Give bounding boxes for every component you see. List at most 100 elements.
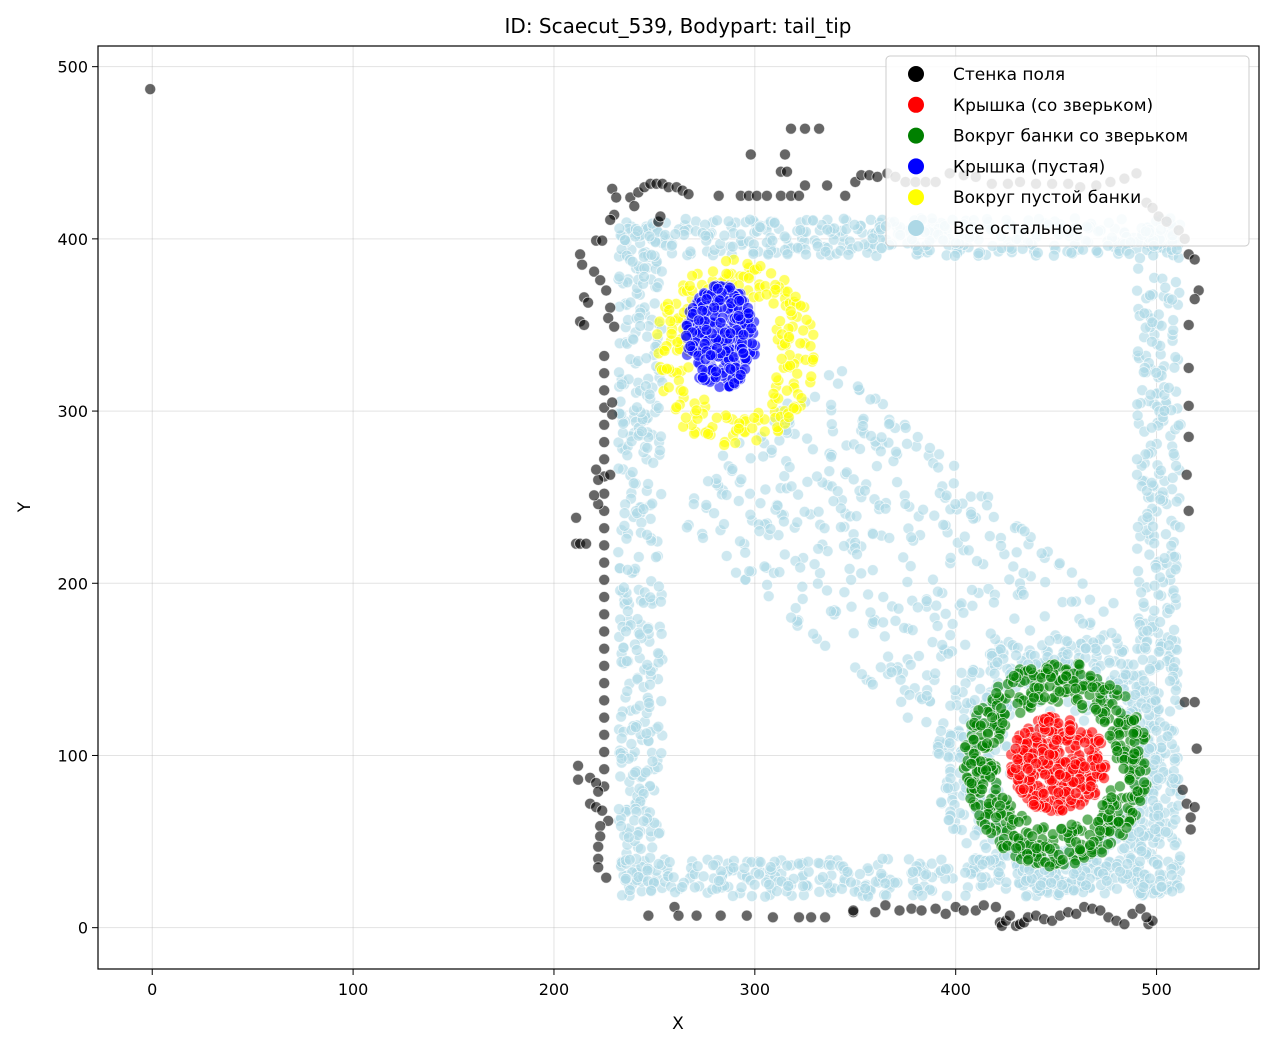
data-point — [944, 552, 957, 564]
data-point — [991, 656, 1004, 669]
data-point — [646, 755, 659, 768]
data-point — [622, 605, 634, 618]
data-point — [957, 904, 970, 917]
data-point — [1018, 525, 1031, 538]
data-point — [645, 884, 657, 897]
data-point — [941, 890, 953, 902]
data-point — [1094, 904, 1107, 917]
data-point — [845, 574, 857, 586]
data-point — [957, 606, 970, 619]
data-point — [1152, 772, 1165, 785]
data-point — [965, 508, 977, 521]
data-point — [665, 239, 678, 252]
data-point — [692, 314, 705, 327]
data-point — [598, 660, 611, 672]
data-point — [769, 283, 782, 296]
data-point — [594, 830, 607, 843]
data-point — [641, 528, 653, 541]
data-point — [805, 911, 817, 924]
data-point — [620, 625, 632, 638]
data-point — [1026, 830, 1039, 843]
data-point — [932, 585, 944, 598]
data-point — [655, 265, 668, 278]
data-point — [1176, 784, 1189, 796]
data-point — [882, 650, 894, 663]
data-point — [845, 600, 858, 613]
data-point — [1144, 872, 1156, 885]
data-point — [1134, 795, 1147, 807]
data-point — [628, 200, 641, 213]
legend-marker — [908, 127, 924, 144]
data-point — [764, 523, 777, 535]
data-point — [835, 521, 847, 533]
y-axis-ticks: 0 100 200 300 400 500 — [57, 58, 98, 938]
data-point — [1014, 706, 1027, 719]
data-point — [778, 515, 790, 528]
data-point — [1077, 617, 1089, 630]
data-point — [615, 732, 628, 745]
data-point — [1131, 453, 1143, 466]
data-point — [1097, 605, 1110, 618]
data-point — [877, 591, 890, 603]
data-point — [637, 815, 650, 828]
data-point — [1137, 597, 1150, 609]
data-point — [990, 811, 1002, 824]
data-point — [1073, 658, 1086, 671]
data-point — [794, 337, 807, 350]
data-point — [984, 627, 997, 640]
data-point — [883, 418, 895, 431]
data-point — [640, 352, 653, 365]
data-point — [983, 530, 996, 542]
data-point — [1044, 843, 1056, 855]
data-point — [711, 282, 724, 295]
data-point — [612, 436, 625, 449]
data-point — [959, 889, 972, 902]
data-point — [691, 860, 704, 873]
data-point — [680, 411, 692, 424]
data-point — [1163, 603, 1176, 616]
data-point — [689, 881, 701, 894]
data-point — [702, 428, 714, 440]
legend: Стенка поля Крышка (со зверьком) Вокруг ба… — [885, 55, 1250, 247]
data-point — [631, 225, 644, 237]
data-point — [783, 461, 796, 474]
data-point — [772, 529, 785, 541]
data-point — [929, 667, 942, 680]
data-point — [885, 666, 898, 679]
data-point — [1138, 776, 1150, 789]
data-point — [1055, 823, 1068, 835]
data-point — [1028, 798, 1040, 811]
data-point — [1180, 468, 1193, 481]
data-point — [1148, 537, 1161, 550]
data-point — [802, 855, 815, 868]
data-point — [1166, 293, 1178, 306]
data-point — [825, 605, 837, 618]
data-point — [1010, 649, 1022, 662]
data-point — [621, 564, 634, 576]
data-point — [1084, 780, 1097, 793]
data-point — [1119, 668, 1132, 681]
data-point — [920, 689, 933, 702]
data-point — [598, 418, 611, 431]
data-point — [740, 909, 753, 922]
data-point — [680, 329, 692, 342]
data-point — [707, 859, 720, 871]
data-point — [832, 377, 844, 390]
data-point — [713, 874, 725, 887]
data-point — [742, 307, 755, 320]
data-point — [781, 165, 793, 178]
data-point — [658, 344, 671, 357]
data-point — [712, 189, 725, 202]
data-point — [653, 827, 665, 840]
data-point — [825, 418, 838, 431]
data-point — [869, 906, 882, 919]
data-point — [911, 431, 924, 443]
data-point — [621, 685, 634, 698]
data-point — [710, 411, 723, 424]
data-point — [928, 509, 941, 522]
data-point — [598, 728, 611, 741]
data-point — [1103, 679, 1116, 692]
data-point — [652, 720, 665, 733]
y-tick-label: 0 — [78, 919, 88, 938]
data-point — [1079, 642, 1092, 655]
